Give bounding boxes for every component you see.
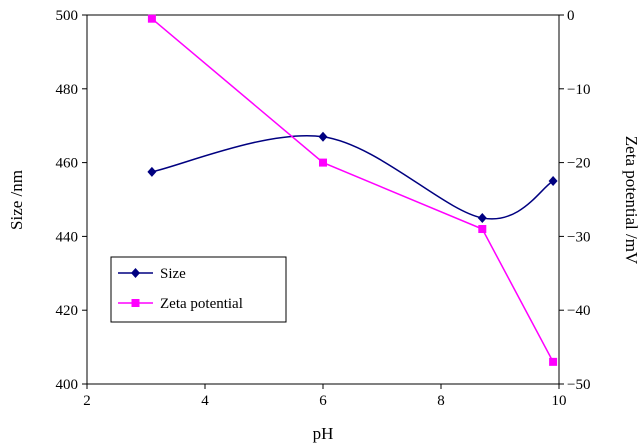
data-point-size [548,176,558,187]
legend: Size Zeta potential [110,256,287,323]
x-tick-label: 10 [552,393,567,409]
y-axis-right: −50 −40 −30 −20 −10 0 [559,8,590,393]
x-axis-title: pH [313,424,334,443]
x-tick-label: 6 [319,393,327,409]
legend-size-marker [131,268,140,278]
y2-tick-label: −50 [567,377,590,393]
y-tick-label: 480 [56,82,79,98]
x-tick-label: 8 [437,393,445,409]
legend-zeta-label: Zeta potential [160,296,243,312]
y2-tick-label: −30 [567,229,590,245]
data-point-zeta [478,225,487,234]
series-layer [147,14,558,366]
series-line-1 [151,18,554,363]
data-point-size [477,212,487,223]
y-tick-label: 460 [56,156,79,172]
y-tick-label: 500 [56,8,79,24]
legend-size-label: Size [160,266,186,282]
data-point-zeta [147,14,156,23]
x-tick-label: 2 [83,393,91,409]
legend-zeta-marker [131,299,140,307]
legend-box [110,256,287,323]
series-line-0 [151,135,554,220]
y-tick-label: 420 [56,303,79,319]
y-tick-label: 440 [56,229,79,245]
y2-axis-title: Zeta potential /mV [622,136,639,265]
y2-tick-label: 0 [567,8,575,24]
x-axis: 2 4 6 8 10 [83,384,567,409]
y2-tick-label: −40 [567,303,590,319]
y-tick-label: 400 [56,377,79,393]
plot-area [86,14,560,385]
y2-tick-label: −10 [567,82,590,98]
data-point-size [147,166,157,177]
data-point-size [318,131,328,142]
y-axis-left: 400 420 440 460 480 500 [56,8,87,393]
data-point-zeta [549,357,558,366]
x-tick-label: 4 [201,393,209,409]
data-point-zeta [319,158,327,167]
y-axis-title: Size /nm [7,170,26,230]
y2-tick-label: −20 [567,156,590,172]
